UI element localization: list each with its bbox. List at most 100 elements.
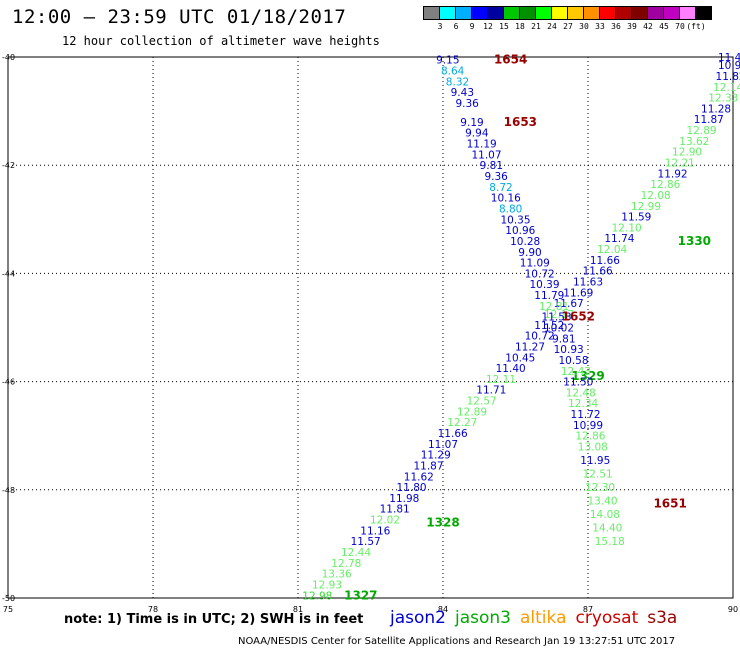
swh-value: 11.09 [520,258,550,270]
pass-number-label: 1651 [653,496,686,510]
swh-value: 11.07 [428,439,458,451]
color-scale-label: 36 [611,22,621,31]
swh-value: 11.66 [583,266,613,278]
color-scale [423,6,712,25]
swh-value: 9.81 [480,160,503,172]
color-scale-label: 70 [675,22,685,31]
y-tick-label: -46 [2,378,15,387]
swh-value: 12.27 [447,417,477,429]
swh-value: 11.66 [590,255,620,267]
swh-value: 13.08 [578,442,608,454]
color-scale-label: 33 [595,22,605,31]
y-tick-label: -42 [2,161,15,170]
swh-value: 11.74 [604,233,634,245]
swh-value: 10.96 [505,225,535,237]
swh-value: 12.10 [612,222,642,234]
pass-number-label: 1327 [344,588,377,602]
color-scale-label: 30 [579,22,589,31]
legend-entry: cryosat [575,608,639,628]
swh-value: 12.43 [561,366,591,378]
swh-value: 9.36 [484,171,508,183]
swh-value: 11.59 [621,212,651,224]
swh-value: 11.07 [471,149,501,161]
swh-value: 11.98 [389,493,419,505]
swh-value: 11.87 [413,460,443,472]
swh-value: 12.14 [713,82,740,94]
color-scale-label: 15 [499,22,509,31]
swh-value: 12.08 [641,190,671,202]
swh-value: 12.90 [672,147,702,159]
footer-credit: NOAA/NESDIS Center for Satellite Applica… [238,636,676,647]
swh-value: 11.82 [716,71,740,83]
color-scale-label: 18 [515,22,525,31]
swh-value: 11.29 [421,450,451,462]
color-scale-label: 9 [469,22,475,31]
legend-entry: altika [520,608,567,628]
swh-value: 12.02 [370,515,400,527]
pass-number-label: 1330 [678,234,711,248]
x-tick-label: 84 [438,605,448,614]
swh-value: 12.57 [467,396,497,408]
swh-value: 13.36 [322,569,352,581]
color-scale-label: 21 [531,22,541,31]
swh-value: 12.17 [544,309,574,321]
swh-value: 9.81 [552,333,575,345]
swh-value: 14.08 [590,509,620,521]
y-tick-label: -40 [2,53,15,62]
swh-value: 11.92 [658,168,688,180]
color-scale-label: 6 [453,22,459,31]
swh-value: 12.51 [583,469,613,481]
swh-value: 12.89 [687,125,717,137]
color-scale-labels: 3 6 9 12 15 18 21 24 27 30 33 36 39 42 45 70 (ft) [423,22,740,34]
y-tick-label: -48 [2,486,15,495]
swh-value: 9.43 [451,87,474,99]
swh-value: 10.45 [505,352,535,364]
swh-value: 11.66 [438,428,468,440]
swh-value: 12.98 [302,590,332,602]
swh-value: 14.40 [592,523,622,535]
swh-value: 12.99 [631,201,661,213]
swh-value: 12.89 [457,406,487,418]
swh-value: 11.72 [571,409,601,421]
swh-value: 10.16 [491,193,521,205]
swh-value: 11.53 [542,312,572,324]
swh-value: 9.90 [518,247,541,259]
swh-value: 9.15 [436,55,459,67]
swh-value: 10.02 [544,323,574,335]
swh-value: 11.81 [380,504,410,516]
color-scale-label: 24 [547,22,557,31]
color-scale-label: 39 [627,22,637,31]
swh-value: 11.63 [573,277,603,289]
plot-frame [7,56,734,599]
color-scale-swatch [695,6,712,20]
swh-value: 12.44 [341,547,371,559]
swh-value: 10.28 [510,236,540,248]
x-tick-label: 81 [293,605,303,614]
swh-value: 9.94 [465,128,489,140]
swh-value: 10.99 [718,60,740,72]
legend-entry: s3a [647,608,678,628]
legend-entry: jason2 [390,608,446,628]
swh-value: 12.34 [568,398,598,410]
swh-value: 12.21 [665,157,695,169]
swh-value: 12.86 [575,431,605,443]
swh-value: 11.50 [563,377,593,389]
x-tick-label: 90 [728,605,738,614]
swh-value: 11.62 [404,471,434,483]
swh-value: 11.28 [701,103,731,115]
swh-value: 12.48 [566,387,596,399]
chart-title: 12:00 – 23:59 UTC 01/18/2017 [12,6,347,28]
swh-value: 11.87 [694,114,724,126]
swh-value: 11.57 [351,536,381,548]
swh-value: 9.36 [455,98,479,110]
pass-number-label: 1329 [571,369,604,383]
swh-value: 10.39 [529,279,559,291]
swh-value: 11.95 [580,455,610,467]
swh-value: 11.52 [534,320,564,332]
swh-value: 10.35 [500,214,530,226]
swh-value: 8.32 [446,76,469,88]
swh-value: 11.40 [496,363,526,375]
swh-value: 15.18 [595,536,625,548]
swh-value: 11.80 [397,482,427,494]
